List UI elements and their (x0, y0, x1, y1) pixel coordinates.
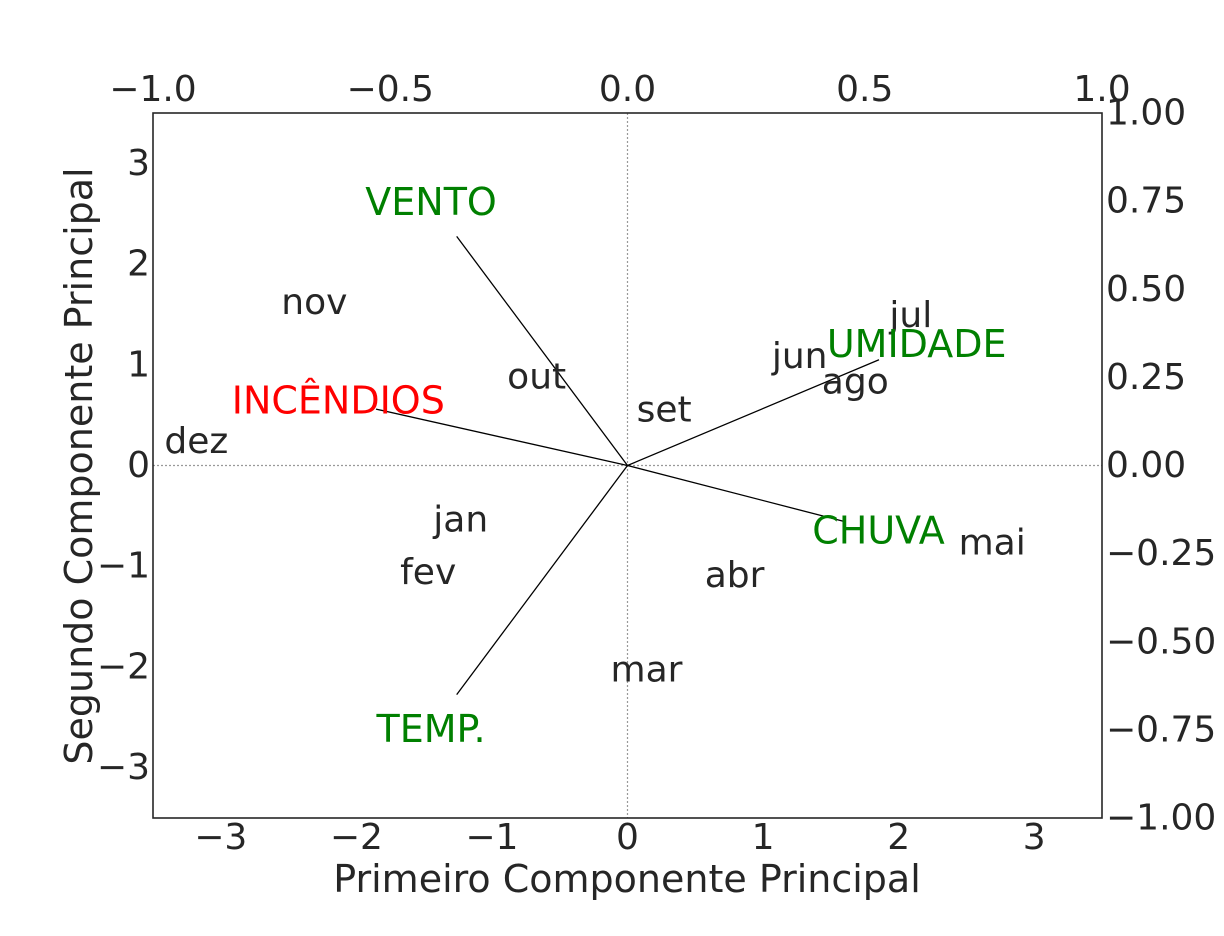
point-label-mar: mar (611, 649, 683, 690)
point-label-ago: ago (822, 361, 889, 402)
point-label-jan: jan (432, 499, 488, 540)
point-label-jun: jun (771, 336, 828, 377)
x-tick-label: −3 (194, 817, 247, 858)
x-tick-label: 3 (1023, 817, 1046, 858)
point-label-fev: fev (400, 552, 456, 593)
top-tick-labels: −1.0 −0.5 0.0 0.5 1.0 (109, 69, 1130, 110)
right-tick-label: 1.00 (1106, 93, 1186, 134)
loading-label-chuva: CHUVA (812, 508, 944, 552)
x-axis-label: Primeiro Componente Principal (333, 857, 921, 901)
point-label-dez: dez (164, 421, 228, 462)
right-tick-label: 0.25 (1106, 357, 1186, 398)
y-tick-label: −3 (97, 747, 150, 788)
loading-label-vento: VENTO (365, 180, 497, 224)
top-tick-label: 0.0 (599, 69, 656, 110)
variable-labels: VENTO UMIDADE INCÊNDIOS CHUVA TEMP. (232, 180, 1007, 751)
x-tick-label: 0 (616, 817, 639, 858)
right-tick-label: −0.75 (1106, 709, 1216, 750)
right-tick-labels: 1.00 0.75 0.50 0.25 0.00 −0.25 −0.50 −0.75 −1.00 (1106, 93, 1216, 839)
loading-arrow-temp (456, 465, 629, 696)
point-label-abr: abr (705, 555, 765, 596)
point-label-mai: mai (959, 523, 1026, 564)
x-tick-label: −2 (330, 817, 383, 858)
loading-arrow-incndios (375, 408, 628, 467)
point-label-nov: nov (281, 282, 347, 323)
point-label-out: out (507, 356, 566, 397)
loading-label-temp: TEMP. (376, 707, 486, 751)
y-tick-label: 0 (127, 445, 150, 486)
loading-label-incndios: INCÊNDIOS (232, 379, 445, 423)
y-tick-label: 3 (127, 143, 150, 184)
right-tick-label: 0.00 (1106, 445, 1186, 486)
loading-arrow-umidade (627, 359, 880, 467)
y-tick-label: 2 (127, 244, 150, 285)
x-tick-label: −1 (465, 817, 518, 858)
right-tick-label: 0.50 (1106, 269, 1186, 310)
right-tick-label: −1.00 (1106, 798, 1216, 839)
x-tick-label: 1 (752, 817, 775, 858)
y-tick-label: 1 (127, 344, 150, 385)
y-tick-label: −1 (97, 546, 150, 587)
top-tick-label: 1.0 (1073, 69, 1130, 110)
loading-arrows (375, 235, 880, 696)
loading-label-umidade: UMIDADE (827, 322, 1007, 366)
right-tick-label: −0.25 (1106, 533, 1216, 574)
x-tick-labels: −3 −2 −1 0 1 2 3 (194, 817, 1045, 858)
top-tick-label: −1.0 (109, 69, 196, 110)
y-axis-label: Segundo Componente Principal (57, 167, 101, 764)
top-tick-label: 0.5 (836, 69, 893, 110)
y-tick-labels: −3 −2 −1 0 1 2 3 (97, 143, 150, 788)
plot-frame (152, 112, 1103, 819)
loading-arrow-chuva (627, 464, 846, 523)
loading-arrow-vento (456, 235, 629, 466)
y-tick-label: −2 (97, 646, 150, 687)
top-tick-label: −0.5 (347, 69, 434, 110)
point-label-jul: jul (888, 295, 932, 336)
x-tick-label: 2 (887, 817, 910, 858)
right-tick-label: −0.50 (1106, 621, 1216, 662)
right-tick-label: 0.75 (1106, 181, 1186, 222)
point-label-set: set (637, 390, 692, 431)
